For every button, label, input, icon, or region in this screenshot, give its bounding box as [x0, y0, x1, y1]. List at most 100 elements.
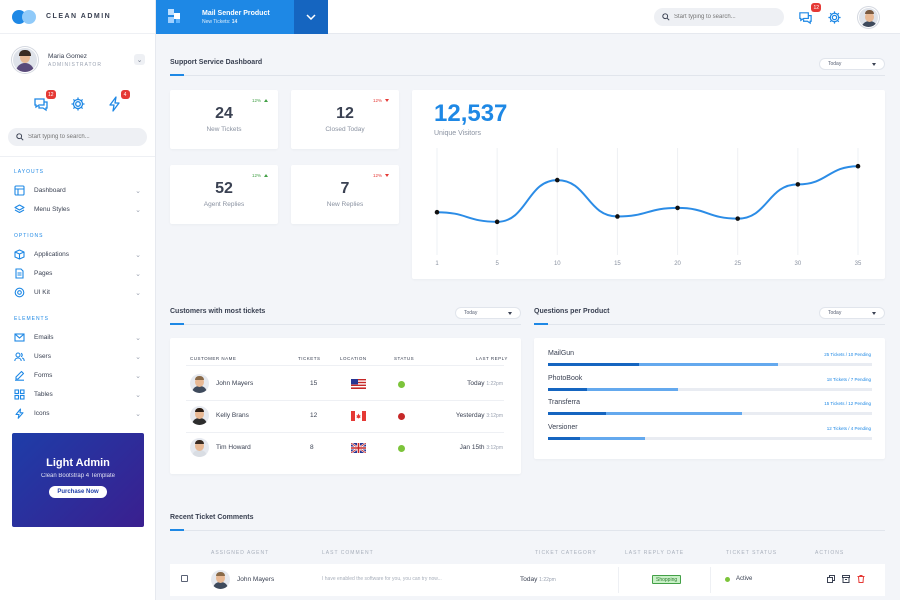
us-flag-icon: [351, 379, 366, 389]
top-search[interactable]: [654, 8, 784, 26]
row-checkbox[interactable]: [181, 575, 188, 582]
layers-icon: [14, 204, 25, 214]
questions-filter-value: Today: [828, 310, 842, 316]
promo-subtitle: Clean Bootstrap 4 Template: [41, 473, 115, 479]
stat-change-value: 12%: [372, 98, 382, 103]
progress-pending: [548, 412, 607, 415]
caret-down-icon: [872, 62, 876, 66]
data-point[interactable]: [434, 209, 440, 215]
last-reply-date: Yesterday: [455, 412, 485, 419]
table-row[interactable]: John Mayers I have enabled the software …: [170, 564, 885, 596]
chevron-down-icon: ⌄: [135, 353, 141, 361]
sidebar-item-forms[interactable]: Forms ⌄: [0, 366, 155, 385]
visitors-line-chart: 1 5 10 15 20 25 30 35: [434, 148, 862, 267]
data-point[interactable]: [855, 163, 861, 169]
top-user-avatar[interactable]: [858, 7, 879, 28]
data-point[interactable]: [795, 182, 801, 187]
avatar: [12, 47, 38, 73]
x-tick-label: 35: [855, 261, 862, 267]
chevron-down-icon[interactable]: ⌄: [134, 54, 145, 65]
data-point[interactable]: [494, 219, 500, 225]
copy-icon[interactable]: [827, 575, 835, 583]
last-reply-date: Jan 15th: [459, 444, 485, 451]
stat-card-agent-replies[interactable]: 12% 52 Agent Replies: [170, 165, 278, 224]
stat-value: 7: [340, 180, 350, 197]
data-point[interactable]: [554, 177, 560, 183]
sidebar-search[interactable]: [8, 128, 147, 146]
progress-total: [548, 363, 779, 366]
avatar: [211, 570, 230, 589]
nav-section-title: OPTIONS: [14, 233, 44, 239]
sidebar-item-label: Dashboard: [34, 187, 66, 194]
sidebar-item-applications[interactable]: Applications ⌄: [0, 245, 155, 264]
product-switcher[interactable]: Mail Sender Product New Tickets: 14: [156, 0, 328, 34]
layout-icon: [14, 185, 25, 196]
product-dropdown-button[interactable]: [294, 0, 328, 34]
stat-card-closed-today[interactable]: 12% 12 Closed Today: [291, 90, 399, 149]
ticket-count: 18 Tickets: [826, 376, 847, 382]
new-tickets-label: New Tickets:: [202, 18, 231, 25]
lifebuoy-icon: [14, 287, 25, 298]
trend-down-icon: [385, 174, 389, 177]
customers-filter-select[interactable]: Today: [455, 307, 521, 319]
top-chat-button[interactable]: 12: [798, 3, 821, 25]
brand[interactable]: CLEAN ADMIN: [0, 0, 155, 34]
dashboard-filter-select[interactable]: Today: [819, 58, 885, 70]
caret-down-icon: [872, 311, 876, 315]
questions-filter-select[interactable]: Today: [819, 307, 885, 319]
stat-card-new-tickets[interactable]: 12% 24 New Tickets: [170, 90, 278, 149]
divider: [618, 567, 619, 593]
data-point[interactable]: [735, 216, 741, 221]
status-dot: [398, 381, 405, 388]
sidebar: CLEAN ADMIN Maria Gomez ADMINISTRATOR ⌄ …: [0, 0, 156, 600]
visitors-value: 12,537: [434, 100, 508, 127]
sidebar-item-ui-kit[interactable]: UI Kit ⌄: [0, 283, 155, 302]
progress-track: [548, 363, 872, 366]
sidebar-item-icons[interactable]: Icons ⌄: [0, 404, 155, 423]
data-point[interactable]: [675, 205, 680, 211]
th-location: LOCATION: [340, 356, 367, 361]
sidebar-item-menu-styles[interactable]: Menu Styles ⌄: [0, 200, 155, 219]
sidebar-chat-button[interactable]: 12: [33, 90, 56, 112]
divider: [186, 365, 504, 366]
top-settings-button[interactable]: [827, 10, 842, 25]
pending-count: 7 Pending: [850, 376, 871, 382]
sidebar-item-emails[interactable]: Emails ⌄: [0, 328, 155, 347]
user-role: ADMINISTRATOR: [48, 61, 102, 68]
archive-icon[interactable]: [842, 575, 850, 583]
purchase-now-button[interactable]: Purchase Now: [49, 486, 107, 498]
user-profile[interactable]: Maria Gomez ADMINISTRATOR ⌄: [0, 40, 155, 80]
last-reply-time: 3:12pm: [486, 445, 503, 451]
box-icon: [14, 249, 25, 260]
chevron-down-icon: ⌄: [135, 372, 141, 380]
divider: [710, 567, 711, 593]
dashboard-title: Support Service Dashboard: [170, 59, 263, 66]
x-tick-label: 25: [734, 261, 741, 267]
data-point[interactable]: [615, 214, 620, 219]
last-reply-date: Today: [467, 380, 485, 387]
nav-section-title: LAYOUTS: [14, 169, 44, 175]
divider: [186, 400, 504, 401]
sidebar-item-pages[interactable]: Pages ⌄: [0, 264, 155, 283]
sidebar-bolt-button[interactable]: 4: [107, 90, 130, 112]
sidebar-quick-icons: 12 4: [0, 90, 155, 116]
topbar: Mail Sender Product New Tickets: 14 12: [156, 0, 900, 34]
sidebar-settings-button[interactable]: [70, 96, 86, 112]
divider: [0, 156, 155, 157]
progress-pending: [548, 387, 587, 391]
stat-label: New Tickets: [206, 126, 242, 133]
sidebar-item-dashboard[interactable]: Dashboard ⌄: [0, 181, 155, 200]
sidebar-search-input[interactable]: [28, 134, 128, 140]
gear-icon: [71, 97, 84, 111]
caret-down-icon: [508, 311, 512, 315]
sidebar-item-users[interactable]: Users ⌄: [0, 347, 155, 366]
sidebar-item-tables[interactable]: Tables ⌄: [0, 385, 155, 404]
top-search-input[interactable]: [674, 14, 774, 20]
mail-icon: [14, 333, 25, 342]
stat-card-new-replies[interactable]: 12% 7 New Replies: [291, 165, 399, 224]
trash-icon[interactable]: [857, 575, 865, 583]
visitors-chart-card: 12,537 Unique Visitors 1 5 10 15 20 25 30 35: [412, 90, 885, 279]
stat-label: Closed Today: [325, 126, 365, 133]
th-customer-name: CUSTOMER NAME: [190, 356, 237, 361]
pending-count: 10 Pending: [848, 352, 871, 357]
